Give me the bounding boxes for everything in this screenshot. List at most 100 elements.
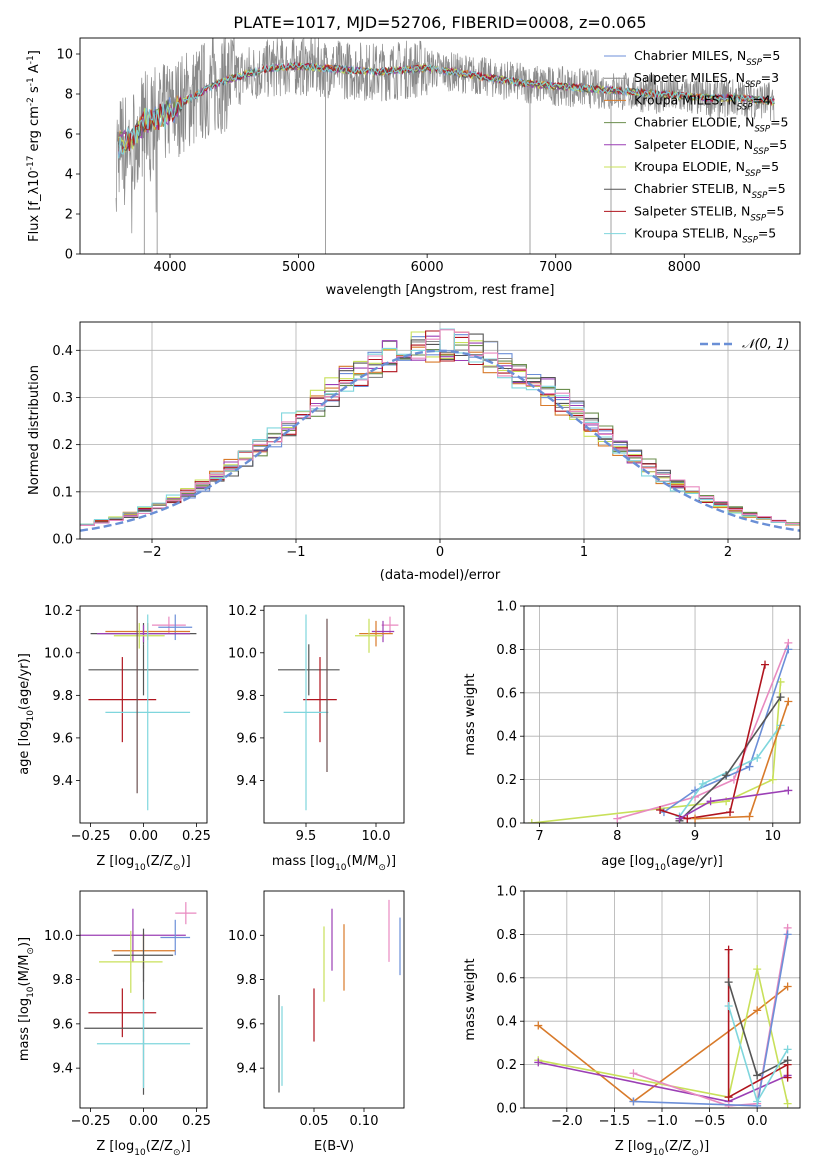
spectrum-data-line [115, 38, 775, 234]
mwage-marker [768, 775, 777, 784]
mwage-ytick-label: 0.8 [496, 643, 517, 658]
mwage-frame [523, 605, 801, 824]
ageZ-ytick-label: 9.6 [52, 731, 73, 746]
ageZ-ytick-label: 9.8 [52, 689, 73, 704]
mwage-ytick-label: 0.0 [496, 817, 517, 832]
mwage-axes: 7 8 9 10 0.0 0.2 0.4 0.6 0.8 1.0 [496, 600, 800, 844]
massZ-ytick-label: 9.4 [52, 1062, 73, 1077]
legend-label: Kroupa ELODIE, NSSP=5 [634, 159, 779, 179]
agemass-xlabel: mass [log10(M/M⊙)] [272, 854, 396, 873]
massZ-xlabel: Z [log10(Z/Z⊙)] [96, 1139, 190, 1158]
hist-xlabel: (data-model)/error [380, 568, 501, 583]
ageZ-xtick-label: 0.25 [182, 829, 211, 844]
mwZ-marker [629, 1069, 638, 1078]
legend-label: Kroupa STELIB, NSSP=5 [634, 226, 776, 246]
agemass-xtick-label: 10.0 [362, 829, 391, 844]
mwZ-ytick-label: 1.0 [496, 885, 517, 900]
hist-xtick-label: −2 [142, 545, 161, 560]
spectrum-xtick-label: 5000 [282, 260, 315, 275]
mwage-marker [745, 812, 754, 821]
massZ-frame [79, 890, 208, 1109]
mwage-marker [691, 814, 700, 823]
mwage-line [617, 642, 790, 820]
mwZ-line [633, 934, 789, 1107]
mwage-xtick-label: 7 [535, 829, 543, 844]
mwZ-marker [753, 1006, 762, 1015]
gaussian-curve [80, 349, 800, 532]
hist-axes: −2 −1 0 1 2 0.0 0.1 0.2 0.3 0.4 [52, 322, 800, 560]
mwZ-xtick-label: −1.5 [599, 1114, 631, 1129]
mwZ-ytick-label: 0.0 [496, 1102, 517, 1117]
massZ-xtick-label: −0.25 [71, 1114, 111, 1129]
mwage-marker [613, 814, 622, 823]
mwZ-marker [783, 982, 792, 991]
mwage-marker [784, 697, 793, 706]
spectrum-xtick-label: 6000 [411, 260, 444, 275]
mwZ-xlabel: Z [log10(Z/Z⊙)] [615, 1139, 709, 1158]
mwZ-frame [523, 890, 801, 1109]
mwZ-ytick-label: 0.2 [496, 1058, 517, 1073]
agemass-ytick-label: 9.6 [236, 731, 257, 746]
mwZ-marker [753, 1097, 762, 1106]
mwZ-marker [783, 1045, 792, 1054]
spectrum-ytick-label: 2 [65, 208, 73, 223]
massZ-xtick-label: 0.25 [182, 1114, 211, 1129]
mwZ-xtick-label: −2.0 [551, 1114, 583, 1129]
legend-label: Salpeter ELODIE, NSSP=5 [634, 137, 787, 157]
hist-ytick-label: 0.2 [52, 438, 73, 453]
mwage-marker [683, 814, 692, 823]
legend-label: Salpeter STELIB, NSSP=5 [634, 203, 784, 223]
spectrum-ytick-label: 8 [65, 88, 73, 103]
ageZ-xlabel: Z [log10(Z/Z⊙)] [96, 854, 190, 873]
agemass-ytick-label: 10.2 [228, 604, 257, 619]
mwage-xtick-label: 10 [765, 829, 782, 844]
hist-xtick-label: 0 [436, 545, 444, 560]
mwZ-line [727, 1005, 789, 1104]
massebv-ytick-label: 9.8 [236, 973, 257, 988]
massZ-errorbars [80, 902, 203, 1095]
mwage-line [659, 664, 766, 820]
hist-step-line [80, 329, 800, 526]
mwZ-marker [783, 1099, 792, 1108]
spectrum-lines [115, 38, 775, 254]
mwage-xlabel: age [log10(age/yr)] [601, 854, 723, 873]
hist-xtick-label: 1 [580, 545, 588, 560]
ageZ-ylabel: age [log10(age/yr)] [17, 653, 36, 775]
massebv-xtick-label: 0.05 [300, 1114, 329, 1129]
spectrum-axes: 4000 5000 6000 7000 8000 0 2 4 6 8 10 [56, 48, 700, 276]
mwZ-marker [753, 965, 762, 974]
massZ-ylabel: mass [log10(M/M⊙)] [17, 937, 36, 1061]
mwZ-marker [783, 1056, 792, 1065]
mwZ-marker [534, 1058, 543, 1067]
ageZ-axes: −0.25 0.00 0.25 9.4 9.6 9.8 10.0 10.2 [44, 604, 211, 844]
mwage-ytick-label: 1.0 [496, 600, 517, 615]
mwage-marker [784, 645, 793, 654]
mwZ-series [534, 923, 792, 1108]
hist-xtick-label: 2 [724, 545, 732, 560]
mwZ-xtick-label: −0.5 [694, 1114, 726, 1129]
massebv-ytick-label: 9.4 [236, 1062, 257, 1077]
mwZ-ytick-label: 0.8 [496, 928, 517, 943]
massebv-xlabel: E(B-V) [314, 1139, 354, 1154]
massebv-frame [263, 890, 405, 1109]
massZ-xtick-label: 0.00 [129, 1114, 158, 1129]
mwage-ylabel: mass weight [463, 673, 478, 755]
mwage-marker [776, 693, 785, 702]
massZ-ytick-label: 10.0 [44, 929, 73, 944]
hist-steps [80, 328, 800, 532]
hist-ytick-label: 0.1 [52, 485, 73, 500]
mwage-marker [753, 753, 762, 762]
spectrum-ytick-label: 6 [65, 128, 73, 143]
mwage-marker [784, 786, 793, 795]
mwage-marker [745, 762, 754, 771]
mwZ-xtick-label: 0.0 [747, 1114, 768, 1129]
mwage-xtick-label: 9 [691, 829, 699, 844]
ageZ-errorbars [88, 606, 199, 811]
mwZ-marker [724, 1002, 733, 1011]
spectrum-xtick-label: 7000 [539, 260, 572, 275]
hist-ytick-label: 0.3 [52, 391, 73, 406]
legend-label: Chabrier STELIB, NSSP=5 [634, 181, 786, 201]
spectrum-ytick-label: 0 [65, 248, 73, 263]
figure-title: PLATE=1017, MJD=52706, FIBERID=0008, z=0… [233, 13, 646, 32]
